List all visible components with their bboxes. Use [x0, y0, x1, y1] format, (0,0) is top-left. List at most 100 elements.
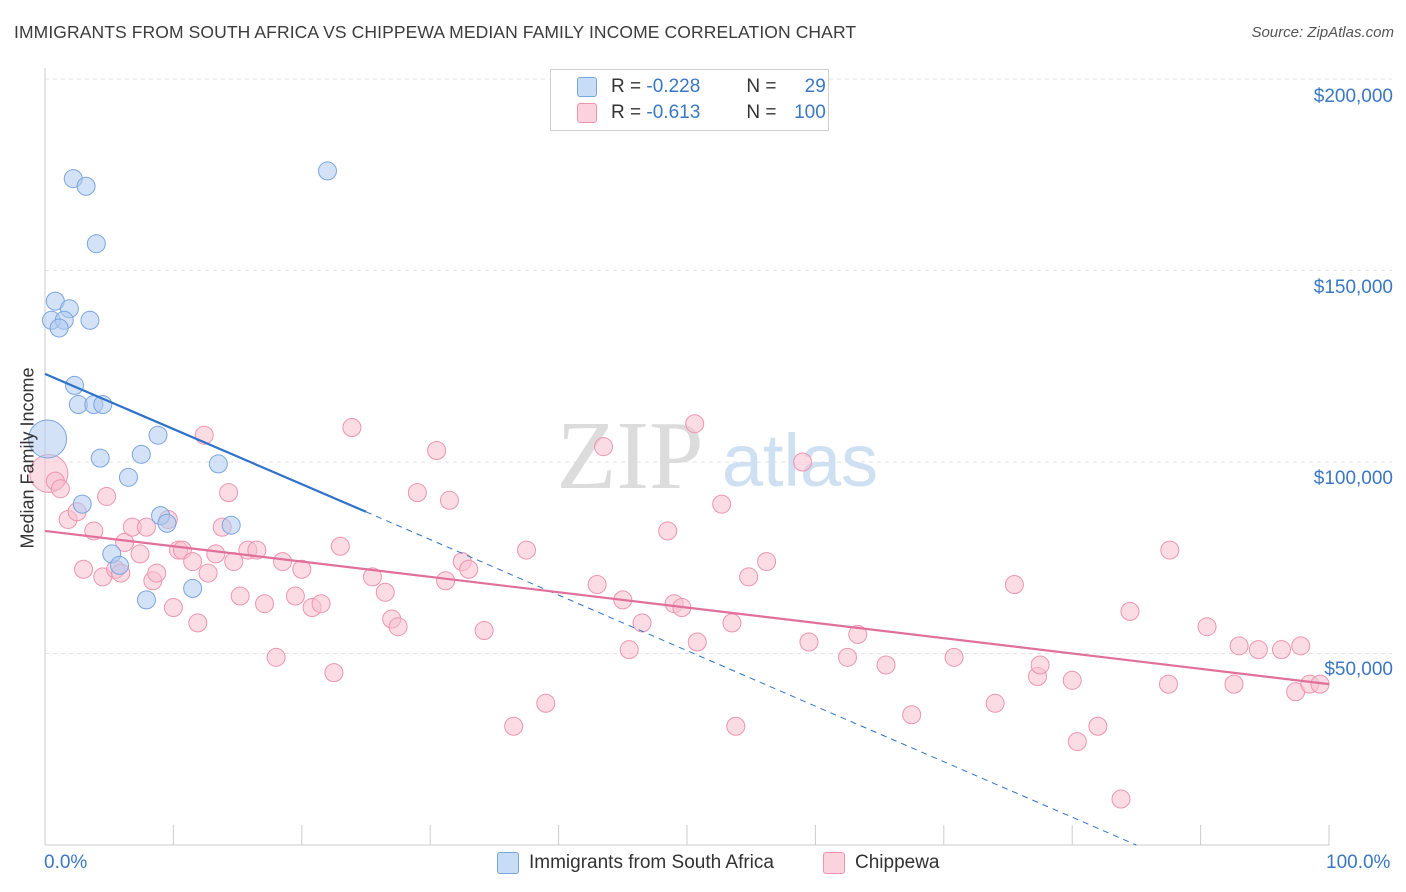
chippewa-point [474, 621, 494, 641]
chippewa-point [1120, 601, 1140, 621]
gridlines [45, 78, 1392, 654]
chippewa-point [362, 567, 382, 587]
r-label: R = [611, 76, 642, 97]
chippewa-point [1160, 540, 1180, 560]
south-africa-point [136, 590, 156, 610]
legend-row-chippewa: R = -0.613 N = 100 [577, 101, 826, 125]
chart-title: IMMIGRANTS FROM SOUTH AFRICA VS CHIPPEWA… [14, 22, 857, 42]
chippewa-point [388, 617, 408, 637]
chippewa-point [183, 552, 203, 572]
chippewa-point [375, 582, 395, 602]
chippewa-point [50, 479, 70, 499]
trend-lines [44, 372, 1330, 846]
r-label: R = [611, 102, 642, 123]
legend-item-chippewa[interactable]: Chippewa [823, 852, 940, 874]
chippewa-point [1111, 789, 1131, 809]
south-africa-point [80, 310, 100, 330]
south-africa-point [28, 419, 68, 459]
chippewa-point [594, 437, 614, 457]
chippewa-point [619, 640, 639, 660]
chippewa-point [219, 483, 239, 503]
chippewa-point [311, 594, 331, 614]
chippewa-point [712, 494, 732, 514]
n-value: 100 [794, 102, 826, 123]
chippewa-point [985, 693, 1005, 713]
correlation-legend: R = -0.228 N = 29 R = -0.613 N = 100 [550, 69, 829, 131]
chippewa-point [255, 594, 275, 614]
y-tick-label: $200,000 [1313, 86, 1393, 107]
south-africa-point [86, 234, 106, 254]
chippewa-point [97, 486, 117, 506]
chippewa-point [439, 490, 459, 510]
chippewa-point [1271, 640, 1291, 660]
chippewa-point [1229, 636, 1249, 656]
south-africa-trend-line [44, 372, 367, 513]
chippewa-point [147, 563, 167, 583]
south-africa-point [109, 555, 129, 575]
chippewa-point [230, 586, 250, 606]
south-africa-point [221, 515, 241, 535]
chippewa-point [1197, 617, 1217, 637]
chippewa-point [130, 544, 150, 564]
south-africa-point [157, 513, 177, 533]
south-africa-point [317, 161, 337, 181]
chippewa-point [266, 647, 286, 667]
chippewa-point [1088, 716, 1108, 736]
south-africa-trend-extension [365, 511, 1137, 846]
n-label: N = [746, 102, 777, 123]
chippewa-point [799, 632, 819, 652]
y-tick-label: $100,000 [1313, 468, 1393, 489]
chippewa-point [206, 544, 226, 564]
watermark-zip: ZIP [557, 402, 704, 510]
n-label: N = [746, 76, 777, 97]
legend-swatch-south-africa [577, 77, 597, 97]
legend-item-south-africa[interactable]: Immigrants from South Africa [497, 852, 774, 874]
r-value: -0.228 [646, 76, 701, 97]
south-africa-point [49, 318, 69, 338]
chippewa-point [1030, 655, 1050, 675]
chippewa-point [1248, 640, 1268, 660]
legend-swatch [823, 852, 845, 874]
chippewa-point [436, 571, 456, 591]
south-africa-point [131, 444, 151, 464]
chippewa-point [838, 647, 857, 667]
chippewa-point [342, 418, 362, 438]
chippewa-point [658, 521, 678, 541]
y-tick-label: $50,000 [1324, 659, 1393, 680]
chippewa-point [739, 567, 759, 587]
y-tick-label: $150,000 [1313, 277, 1393, 298]
chippewa-point [587, 575, 607, 595]
chippewa-point [902, 705, 922, 725]
chippewa-point [1062, 670, 1082, 690]
legend-label: Immigrants from South Africa [529, 852, 774, 873]
series-legend: Immigrants from South Africa Chippewa [0, 852, 1406, 878]
chippewa-point [1004, 575, 1024, 595]
chippewa-point [536, 693, 556, 713]
chippewa-point [427, 441, 447, 461]
legend-label: Chippewa [855, 852, 940, 873]
chippewa-trend-line [44, 529, 1330, 686]
chippewa-point [285, 586, 305, 606]
chippewa-point [687, 632, 707, 652]
x-tick-label-max: 100.0% [1326, 852, 1391, 873]
chippewa-point [685, 414, 705, 434]
y-axis-title: Median Family Income [17, 367, 38, 549]
chippewa-point [136, 517, 156, 537]
south-africa-point [90, 448, 110, 468]
chippewa-point [1159, 674, 1178, 694]
chippewa-point [757, 552, 777, 572]
legend-swatch [497, 852, 519, 874]
r-value: -0.613 [646, 102, 701, 123]
chippewa-point [74, 559, 94, 579]
chippewa-point [1291, 636, 1311, 656]
chippewa-point [330, 536, 350, 556]
chippewa-point [324, 663, 344, 683]
data-points [28, 161, 1330, 809]
chippewa-point [163, 598, 183, 618]
south-africa-point [148, 425, 168, 445]
chippewa-point [292, 559, 312, 579]
chippewa-point [848, 624, 868, 644]
south-africa-point [183, 578, 203, 598]
chippewa-point [876, 655, 896, 675]
chippewa-point [459, 559, 479, 579]
